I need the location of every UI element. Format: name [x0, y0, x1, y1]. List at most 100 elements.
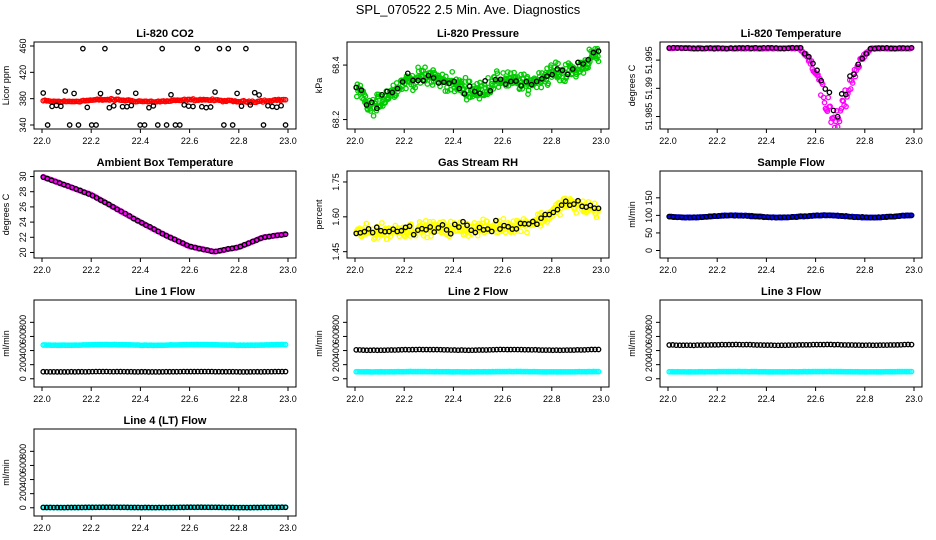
data-point [680, 342, 687, 349]
y-axis-label: Licor ppm [1, 66, 11, 106]
x-tick-label: 22.0 [33, 394, 51, 404]
x-tick-label: 22.2 [82, 265, 100, 275]
data-point [194, 368, 201, 375]
x-tick-label: 22.6 [181, 136, 199, 146]
data-point [201, 504, 208, 511]
x-tick-label: 22.4 [132, 265, 150, 275]
data-point [392, 347, 398, 353]
data-point [272, 504, 278, 511]
data-point [142, 368, 148, 375]
data-point [141, 122, 148, 128]
y-tick-label: 420 [18, 65, 28, 80]
data-point [796, 342, 803, 348]
data-point [152, 368, 159, 375]
x-tick-label: 22.6 [807, 394, 825, 404]
data-point [457, 219, 464, 226]
data-point [580, 70, 587, 76]
data-point [908, 368, 915, 375]
y-tick-label: 68.4 [331, 56, 341, 74]
data-point [578, 347, 584, 353]
data-point [147, 224, 153, 230]
series-averaged [40, 45, 289, 128]
x-tick-label: 22.4 [445, 136, 463, 146]
data-point [416, 346, 423, 353]
data-point [132, 90, 139, 97]
data-point [244, 369, 250, 375]
data-point [386, 228, 392, 235]
data-point [708, 342, 715, 348]
data-point [554, 206, 561, 213]
data-point [806, 341, 813, 348]
data-point [558, 202, 565, 208]
y-tick-label: 600 [331, 329, 341, 344]
x-tick-label: 22.8 [230, 136, 248, 146]
data-point [358, 87, 365, 94]
data-point [168, 91, 174, 98]
data-point [106, 201, 112, 208]
data-point [747, 341, 753, 348]
data-point [518, 228, 524, 235]
data-point [595, 205, 602, 212]
data-point [831, 124, 838, 128]
data-point [212, 504, 219, 511]
data-point [110, 504, 117, 511]
data-point [546, 347, 553, 353]
data-point [472, 347, 479, 353]
data-point [260, 122, 267, 128]
data-point [124, 368, 131, 375]
data-point [237, 504, 243, 511]
data-point [275, 368, 282, 375]
data-point [856, 342, 862, 348]
data-point [389, 89, 396, 96]
data-point [190, 103, 196, 110]
panel-line3: Line 3 Flow ml/min 22.0 22.2 22.4 22.6 22.8 23.… [627, 286, 923, 404]
data-point [409, 346, 416, 353]
data-point [261, 368, 268, 375]
data-point [430, 346, 437, 353]
data-point [93, 504, 99, 511]
data-point [458, 78, 465, 85]
data-point [222, 368, 229, 375]
data-point [93, 122, 99, 128]
data-point [219, 504, 226, 511]
data-point [593, 214, 600, 221]
data-point [556, 77, 563, 84]
data-point [177, 504, 184, 511]
data-point [61, 504, 68, 511]
x-tick-label: 23.0 [279, 523, 297, 533]
data-point [573, 73, 579, 80]
plot-frame [346, 299, 610, 388]
data-point [446, 80, 452, 87]
panel-sample: Sample Flow ml/min 22.0 22.2 22.4 22.6 22.8 23.… [627, 157, 923, 275]
series-averaged [666, 44, 915, 120]
y-tick-label: 340 [18, 117, 28, 132]
data-point [194, 504, 201, 511]
x-tick-label: 22.2 [708, 136, 726, 146]
data-point [818, 77, 825, 84]
data-point [908, 341, 915, 348]
data-point [434, 346, 440, 353]
data-point [40, 368, 47, 375]
y-tick-label: 400 [331, 343, 341, 358]
data-point [166, 368, 173, 375]
data-point [163, 122, 170, 128]
data-point [154, 122, 161, 128]
data-point [820, 341, 827, 348]
data-point [827, 341, 834, 348]
data-point [905, 341, 911, 348]
data-point [595, 368, 602, 375]
data-point [557, 347, 563, 354]
data-point [834, 113, 841, 120]
data-point [230, 368, 236, 375]
data-point [221, 122, 227, 128]
data-point [374, 105, 380, 112]
plot-frame [659, 41, 923, 130]
x-tick-label: 22.2 [708, 394, 726, 404]
data-point [163, 504, 169, 511]
data-point [554, 66, 561, 72]
x-tick-label: 22.0 [346, 265, 364, 275]
data-point [415, 77, 421, 84]
data-point [194, 45, 201, 52]
data-point [448, 347, 454, 353]
data-point [486, 346, 493, 353]
